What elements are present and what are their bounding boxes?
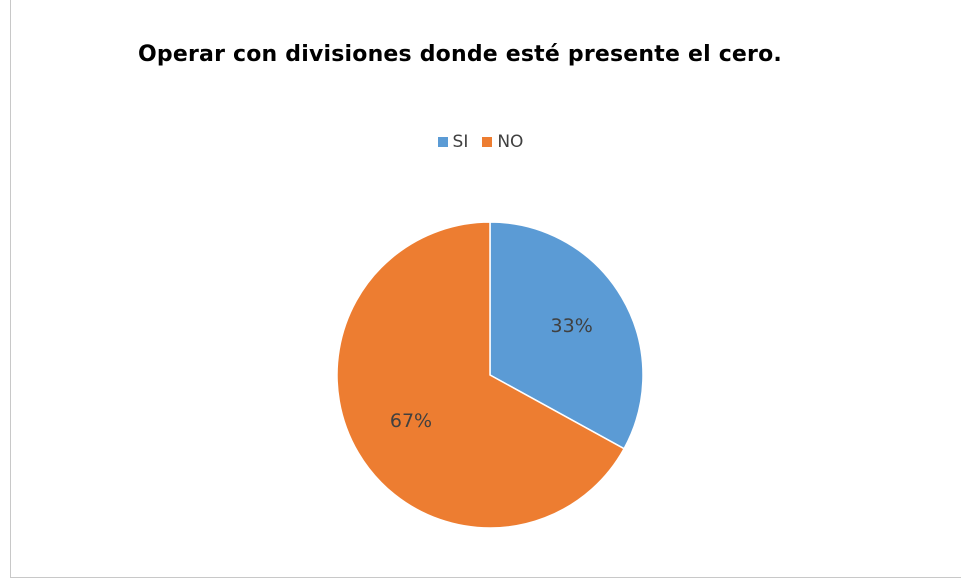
legend-item-si: SI <box>437 132 469 152</box>
legend-swatch-si <box>437 137 448 147</box>
data-label-no: 67% <box>390 410 432 432</box>
pie-slice-si <box>489 221 644 450</box>
legend-swatch-no <box>482 137 493 147</box>
legend-label-no: NO <box>497 132 524 152</box>
chart-title: Operar con divisiones donde esté present… <box>138 42 782 67</box>
legend: SI NO <box>0 132 961 152</box>
pie-slice-no <box>336 221 626 529</box>
data-label-si: 33% <box>551 315 593 337</box>
legend-label-si: SI <box>452 132 469 152</box>
legend-item-no: NO <box>482 132 523 152</box>
